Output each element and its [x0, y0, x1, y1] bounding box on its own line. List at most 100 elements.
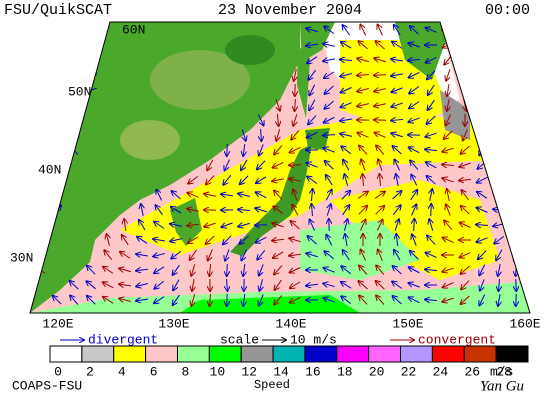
wind-arrow — [341, 266, 352, 275]
wind-arrow — [36, 205, 43, 216]
wind-arrow — [241, 249, 248, 261]
wind-arrow — [408, 59, 421, 60]
wind-arrow — [479, 114, 484, 125]
wind-arrow — [408, 43, 420, 47]
wind-arrow — [72, 25, 77, 36]
wind-arrow — [461, 295, 470, 304]
wind-arrow — [459, 179, 472, 180]
wind-arrow — [443, 238, 454, 243]
wind-arrow — [476, 225, 489, 226]
wind-arrow — [154, 222, 165, 229]
wind-arrow — [494, 235, 505, 243]
wind-arrow — [221, 222, 233, 227]
title: FSU/QuikSCAT — [4, 2, 112, 19]
wind-arrow — [187, 193, 199, 198]
colorbar-title: Speed — [254, 378, 290, 392]
wind-arrow — [511, 115, 520, 125]
colorbar-swatch — [495, 345, 529, 363]
wind-arrow — [513, 129, 519, 140]
wind-arrow — [461, 190, 469, 201]
wind-arrow — [357, 58, 369, 61]
wind-arrow — [294, 69, 297, 81]
wind-arrow — [141, 204, 143, 216]
colorbar: 0 2 4 6 8 10 12 14 16 18 20 22 24 26 28 — [49, 345, 529, 379]
wind-arrow — [311, 189, 312, 202]
wind-arrow — [259, 279, 262, 291]
colorbar-label: 18 — [337, 364, 353, 379]
wind-arrow — [326, 235, 333, 246]
wind-arrow — [478, 84, 485, 95]
wind-arrow — [327, 204, 331, 216]
wind-arrow — [38, 234, 41, 246]
wind-arrow — [478, 69, 484, 81]
wind-arrow — [243, 293, 245, 306]
wind-arrow — [54, 25, 61, 36]
colorbar-label: 4 — [118, 364, 126, 379]
wind-arrow — [325, 85, 334, 94]
wind-arrow — [306, 28, 318, 31]
wind-arrow — [323, 148, 335, 153]
wind-arrow — [447, 83, 449, 96]
wind-arrow — [274, 265, 283, 275]
wind-arrow — [35, 86, 46, 93]
wind-arrow — [496, 54, 501, 65]
wind-arrow — [411, 175, 418, 186]
wind-arrow — [495, 175, 504, 184]
wind-arrow — [257, 160, 266, 170]
lon-label: 120E — [42, 316, 73, 331]
wind-arrow — [478, 25, 487, 35]
wind-arrow — [290, 147, 301, 152]
wind-arrow — [396, 174, 398, 186]
colorbar-swatch — [400, 345, 433, 363]
wind-arrow — [275, 279, 282, 290]
land — [395, 22, 446, 80]
wind-arrow — [310, 220, 315, 231]
wind-arrow — [391, 133, 403, 136]
wind-arrow — [376, 281, 385, 290]
wind-arrow — [187, 224, 200, 225]
wind-arrow — [392, 42, 403, 49]
wind-arrow — [208, 249, 213, 260]
wind-arrow — [359, 266, 368, 275]
wind-arrow — [428, 99, 435, 110]
wind-arrow — [188, 176, 199, 183]
wind-arrow — [289, 165, 302, 166]
wind-arrow — [323, 44, 335, 47]
wind-arrow — [498, 144, 500, 156]
wind-arrow — [391, 59, 404, 61]
colorbar-swatch — [240, 345, 274, 363]
wind-arrow — [516, 293, 517, 306]
wind-arrow — [209, 263, 210, 276]
lat-label: 40N — [38, 162, 61, 177]
wind-arrow — [103, 282, 114, 289]
wind-arrow — [391, 74, 403, 76]
scale-value: 10 m/s — [290, 332, 337, 347]
wind-arrow — [51, 74, 64, 76]
wind-arrow — [380, 174, 381, 187]
wind-arrow — [376, 145, 385, 155]
map-frame — [29, 21, 531, 314]
wind-arrow — [446, 69, 450, 80]
wind-arrow — [376, 220, 382, 231]
wind-arrow — [425, 28, 437, 33]
wind-arrow — [425, 149, 438, 150]
wind-arrow — [511, 70, 520, 79]
wind-arrow — [136, 254, 148, 256]
wind-arrow — [411, 204, 417, 216]
wind-arrow — [308, 115, 317, 125]
wind-arrow — [357, 191, 368, 199]
lat-label: 60N — [122, 22, 145, 37]
wind-arrow — [394, 250, 401, 261]
wind-arrow — [227, 143, 228, 156]
wind-arrow — [340, 134, 352, 137]
wind-arrow — [207, 159, 214, 171]
wind-arrow — [510, 101, 521, 108]
wind-arrow — [493, 85, 503, 93]
wind-arrow — [341, 282, 352, 289]
wind-arrow — [410, 251, 419, 260]
land — [150, 50, 250, 110]
wind-arrow — [376, 41, 385, 50]
wind-arrow — [68, 58, 80, 62]
wind-arrow — [242, 129, 246, 140]
wind-arrow — [378, 25, 383, 36]
